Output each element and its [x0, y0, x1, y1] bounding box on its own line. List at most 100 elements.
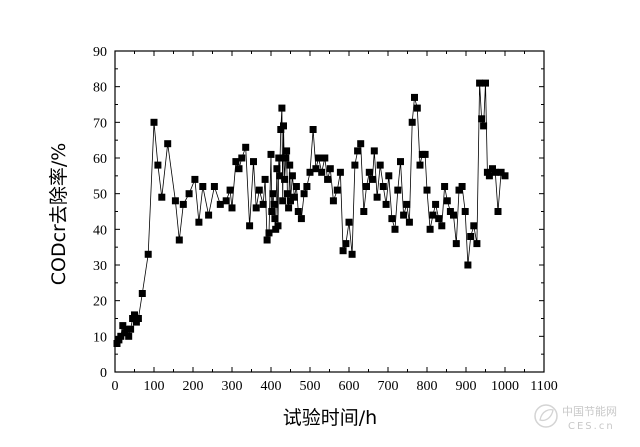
data-point [232, 158, 240, 166]
data-point [288, 172, 296, 180]
data-point [265, 229, 273, 237]
data-point [144, 250, 152, 258]
y-tick-label: 20 [93, 295, 107, 310]
data-point [382, 200, 390, 208]
y-tick-label: 90 [93, 45, 107, 60]
y-tick-label: 10 [93, 330, 107, 345]
data-point [275, 154, 283, 162]
data-point [497, 168, 505, 176]
data-point [175, 236, 183, 244]
data-point [279, 197, 287, 205]
data-point [255, 186, 263, 194]
data-point [129, 315, 137, 322]
data-point [276, 172, 284, 180]
data-point [491, 168, 499, 176]
data-point [373, 193, 381, 201]
data-point [292, 183, 300, 190]
data-point [467, 233, 475, 240]
data-point [269, 190, 277, 198]
data-point [397, 158, 404, 166]
data-point [464, 261, 472, 269]
data-point [283, 190, 291, 198]
x-tick-label: 300 [222, 379, 243, 394]
data-point [290, 193, 298, 201]
data-point [195, 218, 203, 226]
data-point [277, 126, 285, 133]
data-point [326, 165, 334, 173]
data-point [283, 147, 291, 155]
data-point [228, 204, 236, 212]
data-point [435, 215, 443, 223]
data-point [297, 215, 305, 223]
data-point [461, 208, 469, 215]
data-point [281, 175, 289, 183]
data-point [259, 200, 267, 208]
y-tick-label: 80 [93, 81, 107, 96]
data-point [441, 183, 449, 190]
data-point [385, 172, 393, 180]
data-point [242, 143, 250, 151]
data-point [403, 200, 411, 208]
data-point [113, 340, 121, 347]
data-point [478, 115, 486, 123]
data-point [394, 186, 402, 194]
data-point [473, 240, 481, 248]
data-point [238, 154, 246, 162]
data-point [246, 222, 254, 230]
x-tick-label: 0 [112, 379, 119, 394]
data-point [432, 200, 440, 208]
series [113, 79, 509, 347]
data-point [205, 211, 213, 219]
data-point [303, 183, 311, 190]
data-point [309, 126, 317, 133]
watermark: 中国节能网 CES.cn [534, 404, 617, 432]
data-point [287, 197, 294, 205]
data-point [134, 315, 142, 322]
data-point [273, 165, 281, 173]
data-point [286, 161, 294, 169]
data-point [117, 332, 125, 340]
x-tick-label: 100 [144, 379, 165, 394]
x-tick-label: 700 [378, 379, 399, 394]
data-point [121, 329, 129, 337]
data-point [423, 186, 431, 194]
leaf-logo-icon [534, 404, 558, 428]
x-tick-label: 1100 [530, 379, 557, 394]
watermark-en: CES.cn [568, 421, 615, 432]
y-tick-label: 0 [100, 366, 107, 381]
data-point [429, 211, 437, 219]
data-point [115, 336, 123, 344]
data-point [438, 222, 446, 230]
data-point [446, 208, 454, 215]
data-point [360, 208, 368, 215]
ticks [114, 50, 545, 373]
data-point [489, 165, 496, 173]
y-tick-label: 40 [93, 223, 107, 238]
data-point [324, 175, 332, 183]
data-point [357, 140, 365, 148]
data-point [127, 325, 135, 333]
data-point [278, 104, 286, 112]
y-tick-label: 50 [93, 188, 107, 203]
data-point [282, 154, 290, 162]
data-point [342, 240, 350, 248]
data-point [416, 161, 424, 169]
x-tick-label: 400 [261, 379, 282, 394]
watermark-cn: 中国节能网 [562, 404, 617, 418]
data-point [336, 168, 344, 176]
data-point [426, 225, 434, 233]
data-point [476, 79, 484, 87]
data-point [348, 250, 356, 258]
data-point [470, 222, 478, 230]
x-tick-label: 200 [183, 379, 204, 394]
series-line [116, 83, 506, 344]
data-point [171, 197, 179, 205]
data-point [408, 118, 416, 126]
data-point [268, 208, 276, 215]
data-point [185, 190, 193, 198]
x-tick-label: 900 [456, 379, 477, 394]
data-point [345, 218, 353, 226]
data-point [391, 225, 399, 233]
data-point [400, 211, 408, 219]
data-point [150, 118, 158, 126]
